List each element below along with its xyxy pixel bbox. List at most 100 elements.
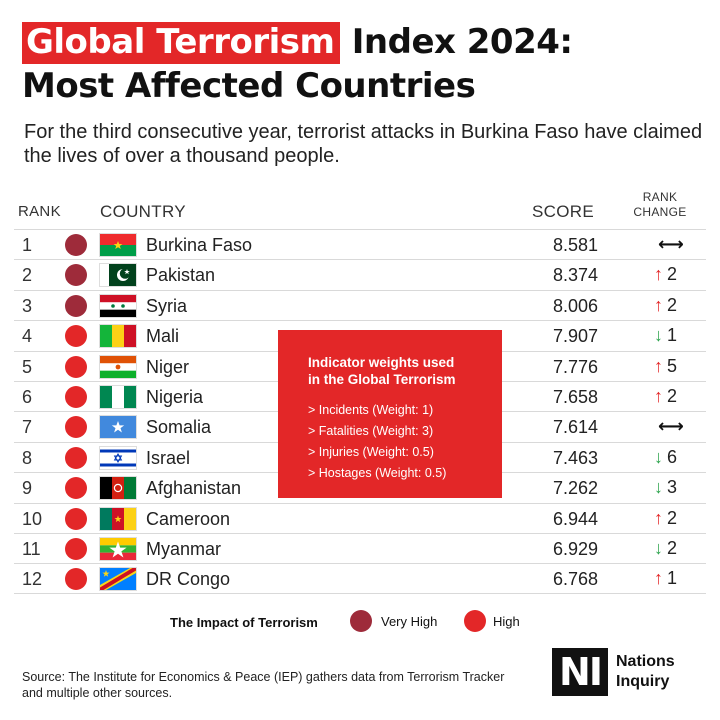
country-flag-icon: [100, 325, 136, 348]
rank-cell: 11: [22, 538, 41, 559]
country-flag-icon: [100, 264, 136, 287]
country-flag-icon: [100, 294, 136, 317]
score-cell: 7.463: [552, 447, 598, 468]
logo-line1: Nations: [616, 653, 675, 670]
rank-change-cell: ⟷: [654, 416, 704, 437]
up-arrow-icon: ↑: [654, 355, 663, 376]
rank-change-cell: ↓ 6: [654, 447, 704, 468]
down-arrow-icon: ↓: [654, 537, 663, 558]
impact-dot-icon: [65, 416, 87, 439]
table-row: 3 Syria 8.006 ↑ 2: [14, 289, 706, 320]
rank-change-cell: ↓ 1: [654, 325, 704, 346]
title-rest: Index 2024:: [340, 22, 573, 62]
table-row: 10 Cameroon 6.944 ↑ 2: [14, 502, 706, 533]
rank-cell: 3: [22, 295, 33, 316]
country-flag-icon: [100, 507, 136, 530]
rank-cell: 2: [22, 265, 33, 286]
rank-cell: 12: [22, 569, 43, 590]
rank-change-cell: ↑ 2: [654, 508, 704, 529]
legend-very-high-label: Very High: [381, 614, 438, 629]
score-cell: 8.374: [552, 265, 598, 286]
legend-title: The Impact of Terrorism: [170, 615, 318, 630]
title-line2: Most Affected Countries: [22, 66, 476, 106]
impact-dot-icon: [65, 477, 87, 500]
impact-dot-icon: [65, 294, 87, 317]
nations-inquiry-logo: NI Nations Inquiry: [552, 648, 694, 696]
country-cell: Burkina Faso: [146, 235, 253, 255]
rank-change-cell: ↑ 5: [654, 356, 704, 377]
title-highlight: Global Terrorism: [22, 22, 341, 64]
country-flag-icon: [100, 446, 136, 469]
score-cell: 6.944: [552, 508, 598, 529]
table-row: 12 DR Congo 6.768 ↑ 1: [14, 563, 706, 594]
rank-change-value: 3: [667, 477, 678, 498]
rank-change-cell: ↑ 2: [654, 264, 704, 285]
subtitle: For the third consecutive year, terroris…: [24, 121, 703, 167]
info-box-title: Indicator weights used in the Global Terr…: [308, 354, 482, 388]
up-arrow-icon: ↑: [654, 385, 663, 406]
down-arrow-icon: ↓: [654, 446, 663, 467]
table-row: 11 Myanmar 6.929 ↓ 2: [14, 532, 706, 563]
up-arrow-icon: ↑: [654, 294, 663, 315]
rank-change-value: 2: [667, 537, 678, 558]
score-cell: 8.006: [552, 295, 598, 316]
info-box-title-line2: in the Global Terrorism: [308, 372, 456, 387]
rank-change-value: 2: [667, 264, 678, 285]
up-arrow-icon: ↑: [654, 568, 663, 589]
country-flag-icon: [100, 416, 136, 439]
info-item-fatalities: > Fatalities (Weight: 3): [308, 424, 434, 438]
impact-dot-icon: [65, 385, 87, 408]
no-change-arrow-icon: ⟷: [658, 416, 684, 437]
impact-dot-icon: [65, 355, 87, 378]
rank-change-cell: ↓ 2: [654, 538, 704, 559]
col-header-rank: RANK: [18, 203, 61, 220]
rank-cell: 1: [22, 235, 33, 255]
rank-cell: 5: [22, 356, 33, 377]
no-change-arrow-icon: ⟷: [658, 234, 684, 254]
impact-dot-icon: [65, 264, 87, 287]
info-item-injuries: > Injuries (Weight: 0.5): [308, 445, 434, 459]
country-cell: Myanmar: [146, 538, 222, 559]
source-note: Source: The Institute for Economics & Pe…: [22, 670, 505, 700]
country-cell: DR Congo: [146, 569, 231, 590]
legend-high-label: High: [493, 614, 520, 629]
score-cell: 7.658: [552, 386, 598, 407]
country-flag-icon: [100, 537, 136, 560]
high-dot-icon: [464, 610, 486, 632]
score-cell: 8.581: [552, 235, 598, 255]
score-cell: 7.262: [552, 478, 598, 499]
country-flag-icon: [100, 355, 136, 378]
up-arrow-icon: ↑: [654, 507, 663, 528]
page-title: Global Terrorism Index 2024: Most Affecte…: [22, 20, 702, 108]
down-arrow-icon: ↓: [654, 477, 663, 498]
rank-cell: 9: [22, 478, 33, 499]
col-header-country: COUNTRY: [100, 202, 186, 221]
rank-change-cell: ⟷: [654, 234, 704, 255]
impact-dot-icon: [65, 537, 87, 560]
rank-change-value: 1: [667, 568, 678, 589]
country-flag-icon: [100, 568, 136, 591]
logo-name: Nations Inquiry: [616, 652, 675, 692]
country-cell: Somalia: [146, 417, 212, 438]
up-arrow-icon: ↑: [654, 264, 663, 285]
rank-change-value: 6: [667, 446, 678, 467]
country-flag-icon: [100, 234, 136, 256]
col-header-change-line2: CHANGE: [633, 205, 687, 219]
indicator-weights-box: Indicator weights used in the Global Terr…: [278, 330, 502, 498]
ranking-table: 1 Burkina Faso 8.581 ⟷ 2 Pakistan 8.374 ↑ 2 3 Syri…: [14, 229, 706, 594]
rank-cell: 10: [22, 508, 43, 529]
down-arrow-icon: ↓: [654, 325, 663, 346]
col-header-change-line1: RANK: [642, 190, 678, 204]
rank-change-cell: ↑ 1: [654, 568, 704, 589]
country-flag-icon: [100, 385, 136, 408]
table-row: 1 Burkina Faso 8.581 ⟷: [14, 229, 706, 259]
rank-change-value: 2: [667, 507, 678, 528]
info-item-hostages: > Hostages (Weight: 0.5): [308, 466, 447, 480]
score-cell: 7.907: [552, 326, 598, 347]
rank-change-value: 1: [667, 325, 678, 346]
score-cell: 6.929: [552, 538, 598, 559]
country-cell: Syria: [146, 295, 188, 316]
rank-change-cell: ↑ 2: [654, 386, 704, 407]
col-header-rank-change: RANK CHANGE: [628, 190, 692, 220]
table-row: 5 Niger 7.776 ↑ 5: [14, 350, 706, 381]
